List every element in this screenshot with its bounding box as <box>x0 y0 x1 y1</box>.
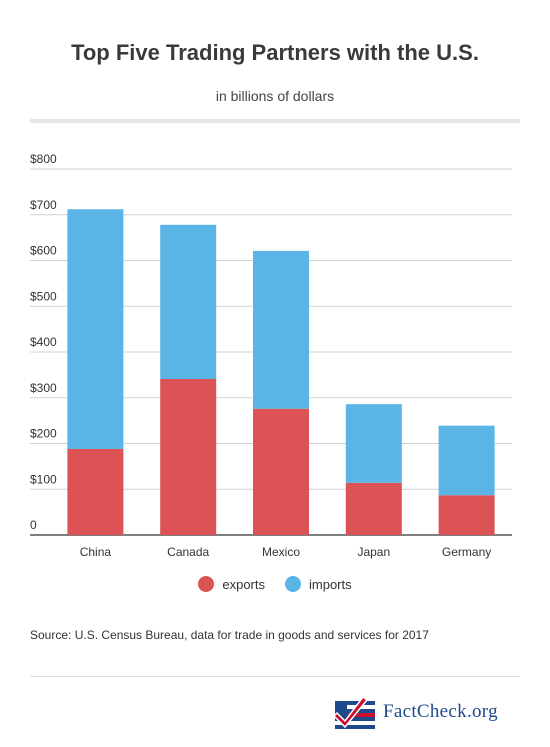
x-tick-label: Germany <box>442 545 491 559</box>
legend-item-imports: imports <box>285 576 352 592</box>
chart-subtitle: in billions of dollars <box>215 88 335 104</box>
y-tick-label: $300 <box>30 381 57 395</box>
x-tick-label: China <box>80 545 112 559</box>
source-note: Source: U.S. Census Bureau, data for tra… <box>30 628 429 642</box>
header-divider <box>30 119 520 123</box>
x-tick-label: Mexico <box>262 545 300 559</box>
legend-label-imports: imports <box>309 576 352 592</box>
footer-divider <box>30 676 520 677</box>
y-tick-label: $200 <box>30 427 57 441</box>
y-tick-label: $400 <box>30 335 57 349</box>
legend-swatch-exports <box>198 576 215 592</box>
bar-exports <box>160 378 217 535</box>
legend-label-exports: exports <box>222 576 265 592</box>
y-tick-label: $600 <box>30 244 57 258</box>
bar-imports <box>253 250 309 409</box>
x-tick-label: Canada <box>167 545 209 559</box>
bar-imports <box>67 209 124 449</box>
bar-exports <box>67 448 124 535</box>
chart-title: Top Five Trading Partners with the U.S. <box>71 40 479 65</box>
stacked-bar-chart: 0 $100 $200 $300 $400 $500 $600 $700 $800 China Ca… <box>30 152 512 559</box>
y-tick-label: $500 <box>30 289 57 303</box>
x-tick-label: Japan <box>357 545 390 559</box>
legend-item-exports: exports <box>198 576 265 592</box>
y-tick-label: 0 <box>30 518 37 532</box>
y-tick-label: $700 <box>30 198 57 212</box>
bar-exports <box>253 408 309 535</box>
bar-exports <box>345 482 402 535</box>
bar-imports <box>345 404 402 483</box>
y-tick-label: $800 <box>30 152 57 166</box>
chart-legend: exports imports <box>0 576 550 592</box>
bar-exports <box>438 495 495 535</box>
flag-checkmark-icon <box>333 695 375 729</box>
legend-swatch-imports <box>285 576 301 592</box>
y-tick-label: $100 <box>30 472 57 486</box>
bar-imports <box>438 425 495 496</box>
factcheck-logo: FactCheck.org <box>333 692 523 732</box>
bar-imports <box>160 224 217 379</box>
logo-text: FactCheck.org <box>383 701 498 722</box>
